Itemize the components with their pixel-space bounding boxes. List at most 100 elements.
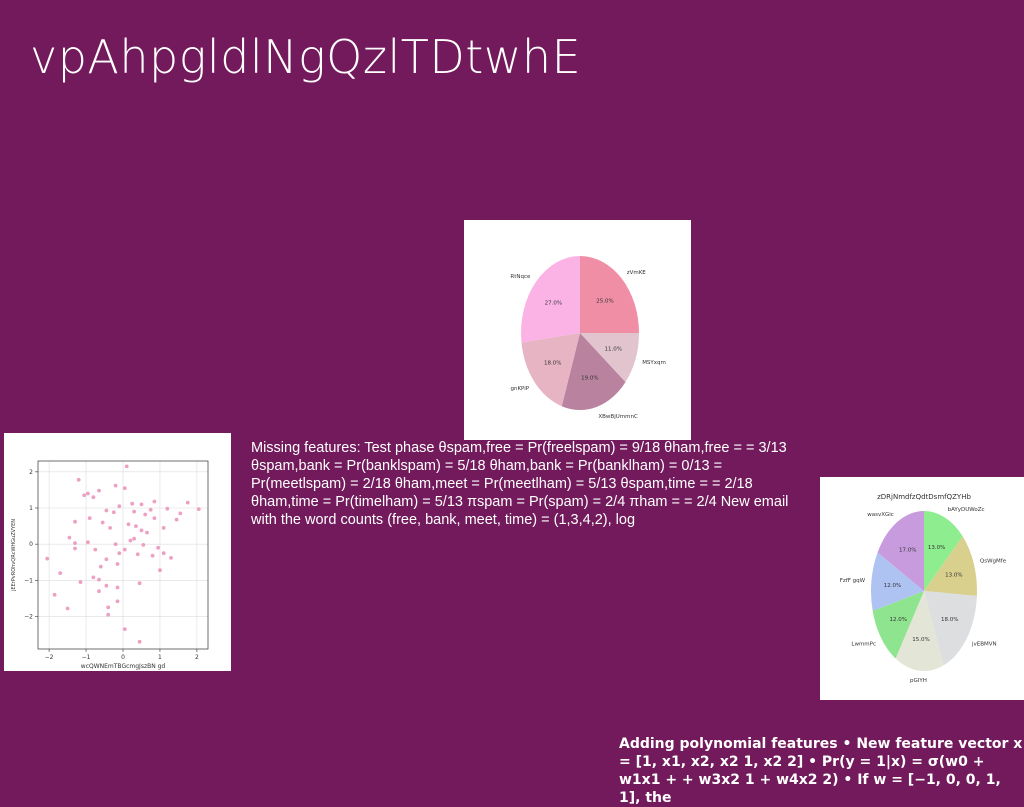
pie2-slice-pGIYH [895, 591, 944, 672]
scatter-point [73, 541, 77, 545]
scatter-point [113, 483, 118, 488]
scatter-point [134, 524, 138, 528]
scatter-point [137, 639, 142, 644]
scatter-point [82, 493, 87, 498]
pie2-category-label: pGIYH [910, 678, 927, 684]
scatter-point [161, 551, 166, 556]
scatter-point [161, 526, 166, 530]
scatter-point [117, 504, 122, 509]
bottom-bullet-text: Adding polynomial features • New feature… [619, 736, 1023, 806]
scatter-point [86, 540, 90, 545]
scatter-point [73, 519, 77, 524]
x-tick-label: 0 [121, 654, 125, 661]
scatter-point [97, 589, 101, 594]
scatter-point [67, 535, 72, 540]
pie1-pct-label: 27.0% [545, 300, 562, 306]
pie1-category-label: RtNqce [510, 274, 531, 280]
pie2-category-label: QsWgMfe [980, 559, 1007, 565]
scatter-point [104, 557, 109, 562]
scatter-point [97, 488, 101, 493]
pie-chart-2-panel: zDRjNmdfzQdtDsmfQZYHb 13.0% bAYyDUWoZc 13.0… [820, 477, 1024, 700]
scatter-point [122, 486, 127, 490]
pie2-pct-label: 12.0% [884, 583, 901, 589]
pie2-title: zDRjNmdfzQdtDsmfQZYHb [877, 493, 971, 501]
scatter-point [122, 627, 127, 631]
pie2-pct-label: 13.0% [928, 545, 945, 551]
pie2-category-label: bAYyDUWoZc [948, 507, 985, 513]
scatter-point [115, 599, 120, 604]
x-axis-label: wcQWNEmTBGcmgJszBN gd [81, 663, 166, 670]
scatter-point [78, 580, 83, 584]
scatter-point [45, 556, 50, 561]
pie1-slice-MSYxqm [580, 333, 639, 383]
y-tick-label: 2 [29, 469, 33, 476]
scatter-point [150, 553, 155, 558]
pie2-slice-LwmmPc [872, 591, 924, 659]
scatter-point [104, 508, 109, 513]
scatter-point [115, 585, 120, 590]
y-tick-label: 0 [29, 541, 33, 548]
pie1-pct-label: 11.0% [605, 347, 622, 353]
scatter-point [58, 571, 63, 575]
scatter-point [169, 556, 173, 560]
pie1-slice-RtNqce [521, 256, 580, 343]
pie1-pct-label: 18.0% [544, 360, 561, 366]
scatter-point [111, 510, 116, 515]
x-tick-label: −1 [82, 654, 91, 661]
scatter-point [93, 547, 98, 552]
pie1-category-label: MSYxqm [642, 360, 666, 366]
scatter-point [145, 530, 149, 535]
pie2-pct-label: 12.0% [890, 617, 907, 623]
x-tick-label: −2 [45, 654, 54, 661]
body-text: Missing features: Test phase θspam,free … [251, 440, 789, 528]
scatter-point [126, 522, 131, 527]
pie2-category-label: wasvXGic [867, 512, 894, 518]
scatter-point [98, 564, 103, 569]
scatter-point [152, 516, 157, 520]
pie2-pct-label: 17.0% [899, 548, 916, 554]
scatter-point [185, 500, 190, 505]
scatter-point [73, 546, 77, 551]
y-axis-label: jEErPvROhvQRcWHGuZVYEN [11, 519, 17, 592]
y-tick-label: 1 [29, 505, 33, 512]
pie-chart-1-panel: 25.0% zVmKE 11.0% MSYxqm 19.0% XBwBjUmmnC 18.0… [464, 220, 691, 440]
scatter-point [178, 511, 183, 516]
scatter-point [152, 499, 157, 504]
scatter-point [137, 581, 142, 586]
scatter-point [104, 583, 109, 588]
pie1-category-label: zVmKE [627, 270, 647, 276]
y-tick-label: −2 [24, 613, 33, 620]
x-tick-label: 2 [195, 654, 199, 661]
scatter-point [158, 568, 162, 573]
scatter-point [117, 551, 122, 556]
pie2-pct-label: 18.0% [941, 617, 958, 623]
pie2-slice-QsWgMfe [924, 536, 978, 597]
scatter-point [132, 536, 137, 541]
pie1-pct-label: 25.0% [596, 298, 613, 304]
scatter-point [76, 477, 81, 482]
scatter-point [135, 552, 140, 557]
pie2-slice-FzfF gqW [871, 552, 924, 611]
scatter-point [122, 547, 127, 552]
scatter-point [52, 592, 57, 597]
pie2-category-label: FzfF gqW [840, 578, 866, 584]
scatter-point [156, 545, 161, 550]
scatter-point [165, 506, 170, 511]
scatter-point [91, 495, 96, 500]
scatter-point [108, 526, 112, 530]
pie2-pct-label: 15.0% [912, 637, 929, 643]
pie1-slice-gnKPiP [521, 333, 580, 407]
scatter-point [113, 542, 118, 547]
pie-chart-1: 25.0% zVmKE 11.0% MSYxqm 19.0% XBwBjUmmnC 18.0… [510, 256, 666, 420]
pie2-slice-wasvXGic [877, 511, 924, 591]
pie1-slice-XBwBjUmmnC [561, 333, 626, 410]
x-tick-label: 1 [158, 654, 162, 661]
pie2-category-label: jvEBMVN [971, 642, 997, 648]
scatter-point [124, 464, 129, 469]
scatter-point [196, 507, 201, 511]
scatter-point [139, 502, 144, 507]
scatter-point [65, 606, 70, 611]
y-tick-label: −1 [24, 577, 33, 584]
scatter-point [148, 507, 153, 512]
pie2-slice-bAYyDUWoZc [924, 511, 963, 591]
